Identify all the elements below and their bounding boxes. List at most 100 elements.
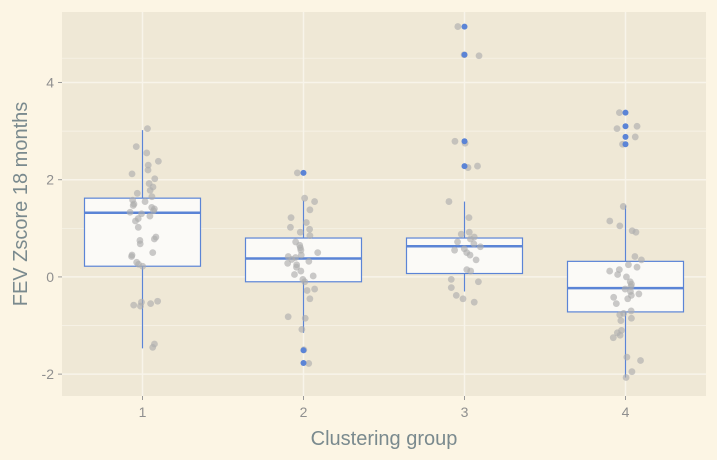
data-point [606,267,614,275]
data-point [638,256,645,264]
data-point [467,235,474,243]
data-point [616,109,623,117]
data-point [306,232,314,239]
data-point [451,246,458,254]
data-point [632,228,640,236]
data-point [613,125,621,133]
data-point [476,243,484,251]
data-point [293,263,300,271]
data-point [136,240,144,248]
outlier-point [300,359,307,366]
data-point [128,253,135,260]
data-point [146,186,154,194]
data-point [132,217,139,225]
data-point [291,271,298,278]
data-point [465,214,473,222]
data-point [445,198,453,205]
data-point [138,210,145,218]
data-point [465,228,473,236]
data-point [623,353,631,361]
data-point [148,193,156,201]
outlier-point [461,23,468,30]
data-point [287,223,294,231]
data-point [470,240,478,248]
outlier-point [461,138,468,145]
data-point [614,271,622,278]
data-point [616,311,624,319]
outliers-layer [300,23,629,366]
data-point [454,23,462,30]
data-point [284,313,292,321]
data-point [284,259,292,267]
data-point [631,133,639,141]
data-point [143,149,151,157]
data-point [622,374,630,381]
data-point [302,219,310,226]
data-point [472,256,480,264]
data-point [293,169,301,177]
outlier-point [300,169,307,176]
data-point [451,137,459,145]
data-point [149,343,157,351]
data-point [144,166,152,174]
data-point [154,297,162,305]
outlier-point [622,133,629,140]
x-tick-label: 2 [300,404,308,420]
data-point [144,125,151,133]
data-point [144,161,152,169]
data-point [454,238,461,246]
data-point [141,198,149,205]
data-point [623,273,630,281]
y-tick-label: -2 [42,366,55,382]
data-point [309,272,317,280]
box-iqr-group-1 [83,197,202,267]
data-point [149,249,157,257]
data-point [635,290,643,298]
data-point [287,214,295,222]
data-point [633,122,641,130]
data-point [628,368,636,376]
x-tick-label: 1 [139,404,147,420]
data-point [306,225,314,233]
y-axis-title: FEV Zscore 18 months [10,102,32,307]
data-point [311,198,318,205]
data-point [133,189,141,197]
data-point [303,287,311,294]
data-point [447,275,455,283]
data-point [296,228,304,236]
outlier-point [300,347,307,354]
data-point [619,203,627,210]
data-point [306,206,314,214]
data-point [139,262,147,270]
data-point [147,300,155,308]
outlier-point [622,109,629,116]
y-tick-label: 0 [46,269,54,285]
data-point [126,208,134,216]
box-iqr-group-2 [244,237,363,283]
x-axis-title: Clustering group [311,428,458,450]
data-point [298,326,306,333]
x-tick-label: 3 [461,404,469,420]
data-point [466,251,474,259]
outlier-point [461,51,468,58]
data-point [154,157,162,165]
data-point [625,261,632,269]
data-point [151,175,159,183]
y-tick-label: 4 [46,74,54,90]
data-point [150,235,158,243]
data-point [627,307,635,315]
data-point [628,314,635,322]
x-tick-label: 4 [622,404,630,420]
data-point [631,253,639,260]
data-point [305,257,313,265]
data-point [633,263,641,271]
data-point [305,360,313,367]
data-point [134,223,142,231]
data-point [297,246,305,254]
data-point [297,251,305,259]
data-point [617,317,625,325]
data-point [130,301,138,309]
data-point [475,52,483,60]
